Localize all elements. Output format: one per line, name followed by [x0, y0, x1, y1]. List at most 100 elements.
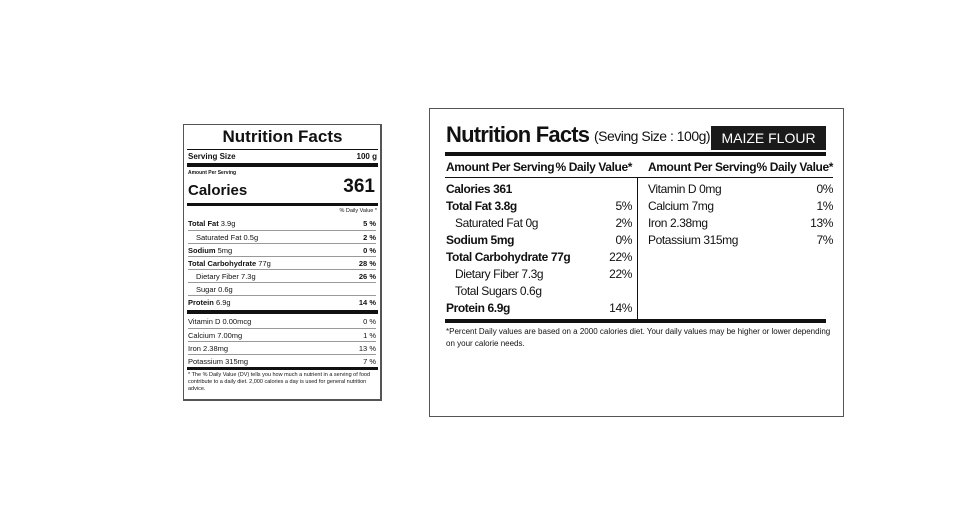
dv-header: % Daily Value *: [339, 208, 378, 214]
nutrient-row: Sodium 5mg 0%: [446, 231, 632, 248]
daily-value: 13 %: [358, 344, 376, 353]
daily-value: 0 %: [363, 317, 376, 326]
column-header: % Daily Value*: [756, 160, 834, 174]
daily-value: 0 %: [363, 246, 376, 255]
title: Nutrition Facts: [222, 127, 343, 146]
nutrient-row: Calories 361: [446, 180, 632, 197]
rule: [445, 319, 826, 323]
amount-per-serving: Amount Per Serving: [188, 170, 237, 176]
nutrient-name: Iron: [648, 215, 668, 230]
nutrient-name: Sugar: [196, 285, 217, 294]
nutrient-amount: 3.9g: [220, 219, 236, 228]
nutrient-row: Calcium 7mg 1%: [648, 197, 833, 214]
footnote: *Percent Daily values are based on a 200…: [446, 327, 831, 348]
daily-value: 2 %: [363, 233, 376, 242]
rule: [445, 152, 826, 156]
daily-value: 0%: [615, 232, 632, 247]
rule: [187, 203, 378, 206]
nutrient-name: Protein: [188, 298, 214, 307]
footnote: * The % Daily Value (DV) tells you how m…: [188, 372, 370, 392]
daily-value: 14 %: [358, 298, 376, 307]
daily-value: 22%: [609, 266, 632, 281]
label-frame: [429, 108, 844, 417]
nutrient-amount: 5mg: [217, 246, 233, 255]
nutrient-amount: 7.3g: [241, 272, 256, 281]
nutrient-amount: 7.3g: [521, 266, 544, 281]
rule: [187, 149, 378, 150]
nutrient-name: Sodium: [188, 246, 216, 255]
nutrient-name: Potassium: [188, 357, 224, 366]
nutrient-row: Sugar 0.6g: [188, 282, 376, 296]
nutrient-row: Iron 2.38mg 13 %: [188, 341, 376, 355]
daily-value: 1%: [816, 198, 833, 213]
nutrient-row: Iron 2.38mg 13%: [648, 214, 833, 231]
nutrient-row: Total Fat 3.8g 5%: [446, 197, 632, 214]
calories-value: 361: [343, 176, 375, 197]
nutrient-amount: 5mg: [490, 232, 515, 247]
nutrient-amount: 6.9g: [215, 298, 231, 307]
nutrient-amount: 361: [493, 181, 512, 196]
nutrient-amount: 6.9g: [487, 300, 510, 315]
rule: [187, 163, 378, 167]
daily-value: 5 %: [363, 219, 376, 228]
nutrient-amount: 0g: [525, 215, 539, 230]
column-header: Amount Per Serving: [446, 160, 555, 174]
daily-value: 28 %: [358, 259, 376, 268]
daily-value: 1 %: [363, 331, 376, 340]
nutrient-name: Potassium: [648, 232, 701, 247]
nutrient-row: Dietary Fiber 7.3g 22%: [446, 265, 632, 282]
nutrient-row: Protein 6.9g 14%: [446, 299, 632, 316]
nutrient-row: Dietary Fiber 7.3g 26 %: [188, 269, 376, 283]
nutrient-amount: 0.6g: [218, 285, 233, 294]
calories-label: Calories: [188, 182, 248, 199]
nutrient-name: Vitamin D: [648, 181, 697, 196]
column-header: % Daily Value*: [555, 160, 633, 174]
nutrient-name: Dietary Fiber: [455, 266, 519, 281]
nutrient-amount: 77g: [258, 259, 271, 268]
nutrient-amount: 0.5g: [243, 233, 259, 242]
nutrient-row: Saturated Fat 0.5g 2 %: [188, 230, 376, 244]
daily-value: 2%: [615, 215, 632, 230]
daily-value: 22%: [609, 249, 632, 264]
column-header: Amount Per Serving: [648, 160, 757, 174]
nutrient-name: Calcium: [188, 331, 216, 340]
daily-value: 7 %: [363, 357, 376, 366]
nutrient-amount: 2.38mg: [203, 344, 229, 353]
nutrient-row: Potassium 315mg 7 %: [188, 354, 376, 368]
nutrient-amount: 2.38mg: [670, 215, 708, 230]
nutrient-name: Protein: [446, 300, 485, 315]
nutrient-amount: 3.8g: [494, 198, 517, 213]
rule: [187, 367, 378, 370]
nutrient-amount: 7.00mg: [217, 331, 243, 340]
rule: [187, 310, 378, 314]
nutrient-name: Calcium: [648, 198, 689, 213]
nutrient-name: Total Carbohydrate: [446, 249, 548, 264]
nutrient-row: Protein 6.9g 14 %: [188, 295, 376, 309]
nutrient-row: Saturated Fat 0g 2%: [446, 214, 632, 231]
nutrient-name: Saturated Fat: [455, 215, 523, 230]
nutrient-amount: 77g: [550, 249, 571, 264]
serving: (Seving Size : 100g): [594, 128, 711, 144]
nutrient-name: Total Sugars: [455, 283, 517, 298]
daily-value: 0%: [816, 181, 833, 196]
serving-label: Serving Size: [188, 152, 236, 161]
nutrient-amount: 7mg: [691, 198, 714, 213]
nutrient-name: Dietary Fiber: [196, 272, 239, 281]
nutrient-row: Total Fat 3.9g 5 %: [188, 217, 376, 230]
nutrient-amount: 315mg: [225, 357, 249, 366]
column-divider: [637, 177, 638, 320]
product-tag: MAIZE FLOUR: [711, 126, 826, 150]
nutrient-row: Vitamin D 0mg 0%: [648, 180, 833, 197]
daily-value: 26 %: [358, 272, 376, 281]
rule: [445, 177, 833, 178]
daily-value: 14%: [609, 300, 632, 315]
nutrient-row: Vitamin D 0.00mcg 0 %: [188, 315, 376, 328]
nutrient-row: Calcium 7.00mg 1 %: [188, 328, 376, 342]
nutrient-row: Potassium 315mg 7%: [648, 231, 833, 248]
nutrient-name: Total Carbohydrate: [188, 259, 257, 268]
nutrient-row: Total Sugars 0.6g: [446, 282, 632, 299]
nutrient-name: Saturated Fat: [196, 233, 242, 242]
nutrient-row: Total Carbohydrate 77g 22%: [446, 248, 632, 265]
nutrient-name: Sodium: [446, 232, 488, 247]
